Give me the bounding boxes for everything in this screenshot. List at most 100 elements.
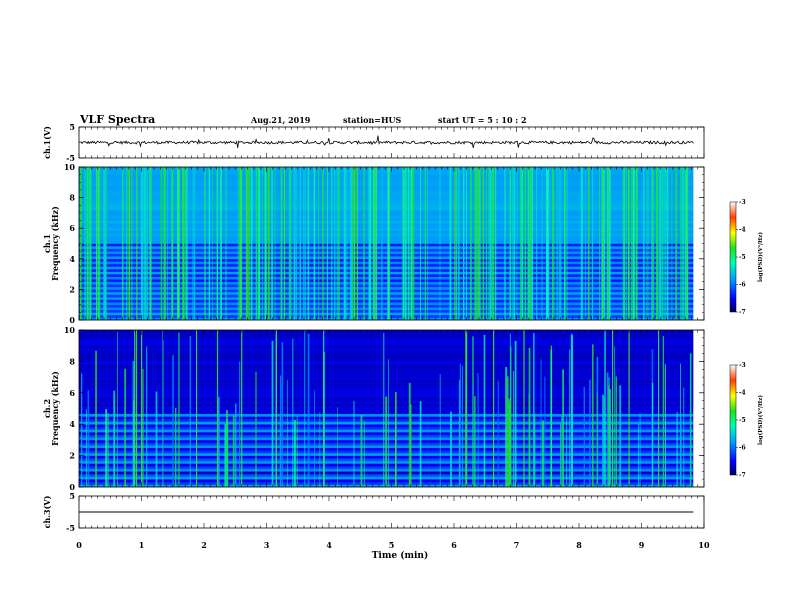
- sferic-streak: [519, 167, 521, 320]
- frequency-band: [79, 197, 694, 201]
- sferic-streak: [470, 167, 472, 320]
- sferic-streak: [287, 379, 288, 487]
- strong-sferic: [356, 167, 358, 320]
- y-tick-label: 0: [69, 482, 75, 492]
- sferic-streak: [606, 372, 609, 487]
- sferic-streak: [87, 390, 90, 487]
- frequency-band: [79, 382, 694, 386]
- sferic-streak: [427, 167, 428, 320]
- frequency-band: [79, 215, 694, 219]
- sferic-streak: [217, 167, 218, 320]
- sferic-streak: [271, 167, 273, 320]
- sferic-streak: [304, 330, 306, 487]
- frequency-band: [79, 184, 694, 188]
- strong-sferic: [482, 167, 484, 320]
- sferic-streak: [246, 167, 248, 320]
- y-tick-label: 2: [69, 284, 75, 294]
- sferic-streak: [450, 411, 452, 487]
- sferic-streak: [307, 333, 310, 487]
- sferic-streak: [255, 371, 257, 487]
- sferic-streak: [542, 420, 544, 487]
- sferic-streak: [528, 393, 530, 487]
- sferic-streak: [521, 167, 524, 320]
- sferic-streak: [307, 167, 310, 320]
- frequency-band: [79, 317, 694, 321]
- sferic-streak: [177, 167, 179, 320]
- sferic-streak: [505, 366, 508, 487]
- frequency-band: [79, 286, 694, 290]
- sferic-streak: [508, 398, 511, 487]
- strong-sferic: [196, 330, 198, 487]
- frequency-band: [79, 177, 694, 181]
- sferic-streak: [476, 167, 478, 320]
- frequency-band: [79, 309, 694, 313]
- station-label: station=HUS: [343, 115, 402, 125]
- frequency-band: [79, 297, 694, 300]
- sferic-streak: [372, 167, 374, 320]
- y-tick-label: -5: [66, 153, 75, 163]
- sferic-streak: [256, 167, 258, 320]
- sferic-streak: [124, 368, 126, 487]
- sferic-streak: [623, 167, 626, 320]
- sferic-streak: [529, 167, 531, 320]
- y-tick-label: 5: [69, 491, 75, 501]
- sferic-streak: [163, 339, 164, 487]
- frequency-band: [79, 366, 694, 370]
- frequency-band: [79, 377, 694, 381]
- colorbar-tick-label: -7: [739, 309, 746, 316]
- sferic-streak: [212, 167, 213, 320]
- sferic-streak: [553, 167, 555, 320]
- frequency-band: [79, 274, 694, 277]
- sferic-streak: [288, 167, 291, 320]
- sferic-streak: [474, 396, 476, 487]
- sferic-streak: [631, 167, 633, 320]
- sferic-streak: [145, 167, 148, 320]
- sferic-streak: [622, 167, 624, 320]
- x-tick-label: 10: [698, 540, 710, 550]
- frequency-band: [79, 356, 694, 360]
- sferic-streak: [651, 382, 654, 487]
- sferic-streak: [513, 370, 515, 487]
- frequency-band: [79, 256, 694, 260]
- start-time-label: start UT = 5 : 10 : 2: [438, 115, 527, 125]
- sferic-streak: [527, 167, 529, 320]
- frequency-band: [79, 243, 694, 247]
- colorbar-tick-label: -5: [739, 417, 746, 424]
- y-tick-label: 8: [69, 193, 75, 203]
- frequency-band: [79, 302, 694, 305]
- sferic-streak: [602, 394, 604, 487]
- sferic-streak: [144, 167, 146, 320]
- sferic-streak: [458, 380, 460, 487]
- sferic-streak: [117, 331, 118, 487]
- sferic-streak: [458, 167, 460, 320]
- sferic-streak: [255, 167, 257, 320]
- sferic-streak: [472, 336, 474, 487]
- sferic-streak: [172, 355, 174, 487]
- frequency-band: [79, 390, 694, 394]
- frequency-band: [79, 233, 694, 237]
- sferic-streak: [220, 167, 222, 320]
- y-tick-label: 10: [64, 162, 76, 172]
- frequency-band: [79, 263, 694, 267]
- frequency-band: [79, 343, 694, 346]
- frequency-band: [79, 202, 694, 206]
- y-axis-label: ch.2: [42, 399, 52, 418]
- strong-sferic: [492, 167, 494, 320]
- sferic-streak: [383, 332, 385, 487]
- strong-sferic: [373, 167, 375, 320]
- sferic-streak: [635, 167, 638, 320]
- frequency-band: [79, 195, 694, 198]
- spectrogram-2: [79, 330, 704, 488]
- sferic-streak: [465, 167, 467, 320]
- sferic-streak: [488, 167, 490, 320]
- frequency-band: [79, 369, 694, 373]
- sferic-streak: [166, 167, 168, 320]
- sferic-streak: [261, 167, 263, 320]
- strong-sferic: [658, 330, 660, 487]
- sferic-streak: [281, 342, 284, 487]
- frequency-band: [79, 374, 694, 378]
- sferic-streak: [658, 167, 660, 320]
- sferic-streak: [85, 409, 87, 487]
- sferic-streak: [509, 167, 511, 320]
